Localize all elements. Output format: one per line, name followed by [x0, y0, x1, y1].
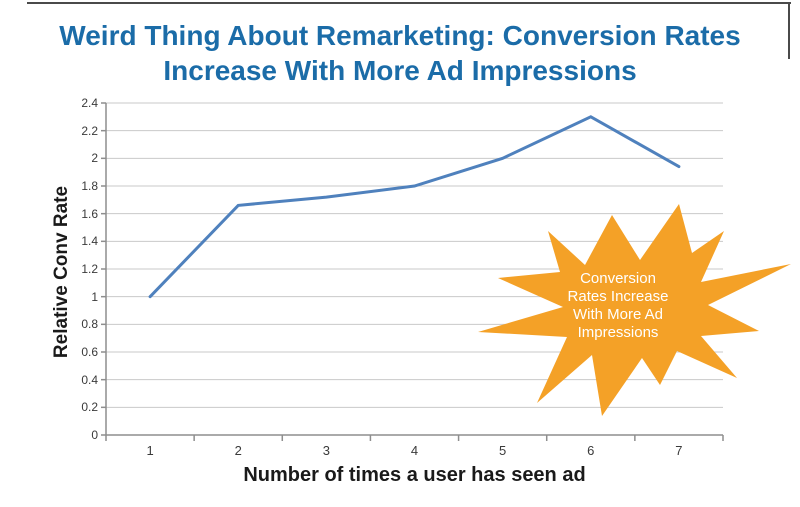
x-tick-label: 3: [322, 443, 330, 458]
y-tick-label: 1.6: [81, 206, 98, 221]
starburst-shape: [478, 204, 791, 416]
y-tick-label: 2.2: [81, 123, 98, 138]
x-axis-title: Number of times a user has seen ad: [243, 464, 586, 486]
y-tick-label: 1.8: [81, 179, 98, 193]
y-tick-label: 1.4: [81, 234, 98, 249]
x-tick-label: 2: [234, 443, 242, 458]
y-tick-label: 0: [91, 428, 98, 442]
page-title-line-2: Increase With More Ad Impressions: [163, 55, 637, 86]
x-tick-label: 5: [499, 443, 507, 458]
y-tick-label: 0.4: [81, 372, 98, 387]
y-tick-label: 1: [91, 289, 98, 304]
x-tick-label: 7: [675, 443, 683, 458]
page-title: Weird Thing About Remarketing: Conversio…: [0, 18, 800, 88]
x-tick-label: 4: [410, 443, 419, 458]
top-border-line: [27, 2, 791, 4]
page-title-line-1: Weird Thing About Remarketing: Conversio…: [59, 20, 741, 51]
right-border-line: [788, 2, 790, 59]
y-tick-label: 2.4: [81, 96, 98, 110]
annotation-line: Conversion: [580, 270, 656, 287]
annotation-line: Rates Increase: [567, 288, 669, 305]
x-tick-label: 6: [587, 443, 595, 458]
y-tick-label: 2: [91, 151, 98, 166]
y-tick-label: 1.2: [81, 262, 98, 276]
conversion-rate-line: [148, 115, 681, 299]
y-tick-label: 0.8: [81, 317, 98, 332]
y-tick-label: 0.2: [81, 400, 98, 415]
axes-group: [101, 102, 724, 441]
y-tick-label: 0.6: [81, 345, 98, 359]
x-tick-label: 1: [146, 443, 154, 458]
annotation-text: Conversion Rates Increase With More Ad I…: [508, 270, 728, 342]
annotation-line: Impressions: [577, 324, 659, 341]
annotation-line: With More Ad: [572, 306, 664, 323]
